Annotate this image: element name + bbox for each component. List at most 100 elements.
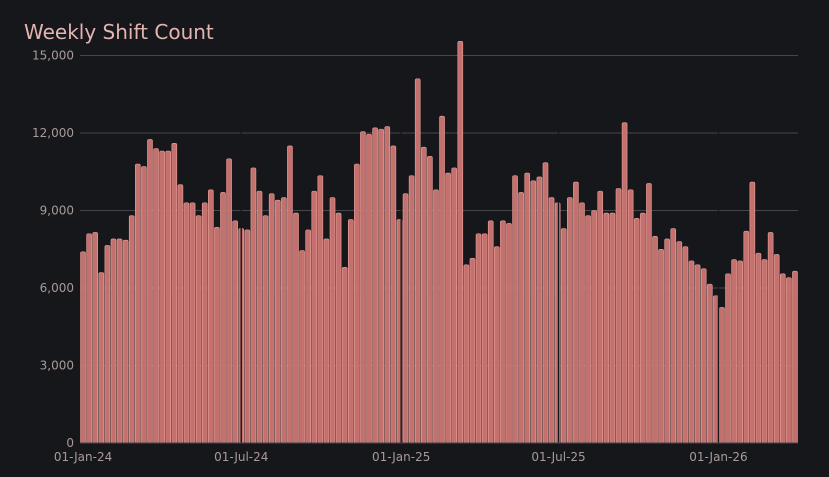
bar — [579, 202, 585, 444]
bar — [633, 217, 640, 444]
bar — [560, 228, 567, 444]
bar — [214, 226, 220, 444]
bar — [177, 184, 184, 444]
bar — [706, 283, 713, 444]
bar — [329, 197, 336, 444]
bar — [737, 260, 743, 444]
bar — [743, 230, 750, 444]
bar — [664, 238, 670, 444]
x-tick-label: 01-Jan-26 — [689, 450, 747, 464]
bar — [408, 175, 415, 444]
bar — [445, 172, 451, 444]
bar — [135, 163, 141, 444]
bar — [287, 145, 293, 444]
bar — [457, 40, 464, 444]
x-tick-label: 01-Jul-25 — [531, 450, 585, 464]
bar — [281, 197, 287, 444]
bar — [749, 181, 756, 444]
bar — [670, 228, 677, 444]
y-tick-label: 12,000 — [32, 126, 74, 140]
bar — [591, 210, 597, 444]
bar — [195, 215, 202, 444]
bar — [80, 251, 86, 444]
bar — [390, 145, 397, 444]
bar — [658, 248, 664, 444]
bar — [402, 193, 409, 444]
bar — [427, 155, 433, 444]
bar — [250, 167, 257, 444]
bar — [98, 272, 105, 444]
bar — [688, 260, 695, 444]
bar — [694, 264, 701, 444]
bar — [500, 220, 506, 444]
bar — [232, 220, 238, 444]
bar — [183, 202, 190, 444]
bar — [189, 202, 196, 444]
bar — [585, 215, 591, 444]
bar — [147, 139, 153, 444]
bar — [542, 162, 549, 444]
bar — [652, 236, 658, 444]
y-tick-label: 6,000 — [40, 281, 74, 295]
bar — [524, 172, 531, 444]
x-tick-label: 01-Jan-24 — [54, 450, 112, 464]
bar — [512, 175, 518, 444]
bar — [420, 146, 427, 444]
bar — [469, 257, 476, 444]
bar — [268, 193, 275, 444]
bar — [719, 307, 725, 444]
bar — [481, 233, 488, 444]
bar — [627, 189, 634, 444]
bar — [779, 273, 786, 444]
bar — [414, 78, 421, 444]
bar — [92, 232, 99, 444]
chart-title: Weekly Shift Count — [24, 20, 214, 44]
bar — [755, 252, 762, 444]
bar — [615, 188, 622, 444]
x-tick-label: 01-Jan-25 — [372, 450, 430, 464]
bar — [171, 143, 178, 444]
bar — [573, 181, 579, 444]
bar — [299, 250, 305, 444]
bar — [767, 232, 774, 444]
bar — [354, 163, 360, 444]
bar — [713, 295, 719, 444]
bar — [700, 268, 707, 444]
bar — [293, 212, 299, 444]
bar — [487, 220, 494, 444]
bar — [341, 267, 348, 444]
bar — [335, 212, 342, 444]
bar — [475, 233, 482, 444]
bar — [384, 126, 391, 444]
bar — [110, 238, 117, 444]
bar — [104, 245, 111, 444]
bar — [682, 246, 689, 444]
bar — [597, 190, 604, 444]
bar — [773, 254, 780, 444]
bar — [159, 150, 165, 444]
y-tick-label: 15,000 — [32, 49, 74, 63]
bar — [122, 239, 129, 444]
bar — [116, 238, 123, 444]
bar — [208, 189, 214, 444]
bar — [603, 212, 610, 444]
bar — [378, 128, 384, 444]
x-tick-label: 01-Jul-24 — [214, 450, 268, 464]
bar — [226, 158, 232, 444]
bar — [220, 192, 226, 444]
bar — [86, 233, 92, 444]
y-tick-label: 9,000 — [40, 204, 74, 218]
bar — [567, 197, 573, 444]
bar — [347, 219, 354, 444]
bar — [463, 264, 470, 444]
bar — [372, 127, 378, 444]
bar — [536, 176, 543, 444]
bar — [141, 166, 147, 444]
bar — [439, 115, 445, 444]
bar — [201, 202, 208, 444]
bar — [433, 189, 439, 444]
bar — [530, 180, 537, 444]
y-tick-label: 3,000 — [40, 359, 74, 373]
bar — [548, 197, 555, 444]
